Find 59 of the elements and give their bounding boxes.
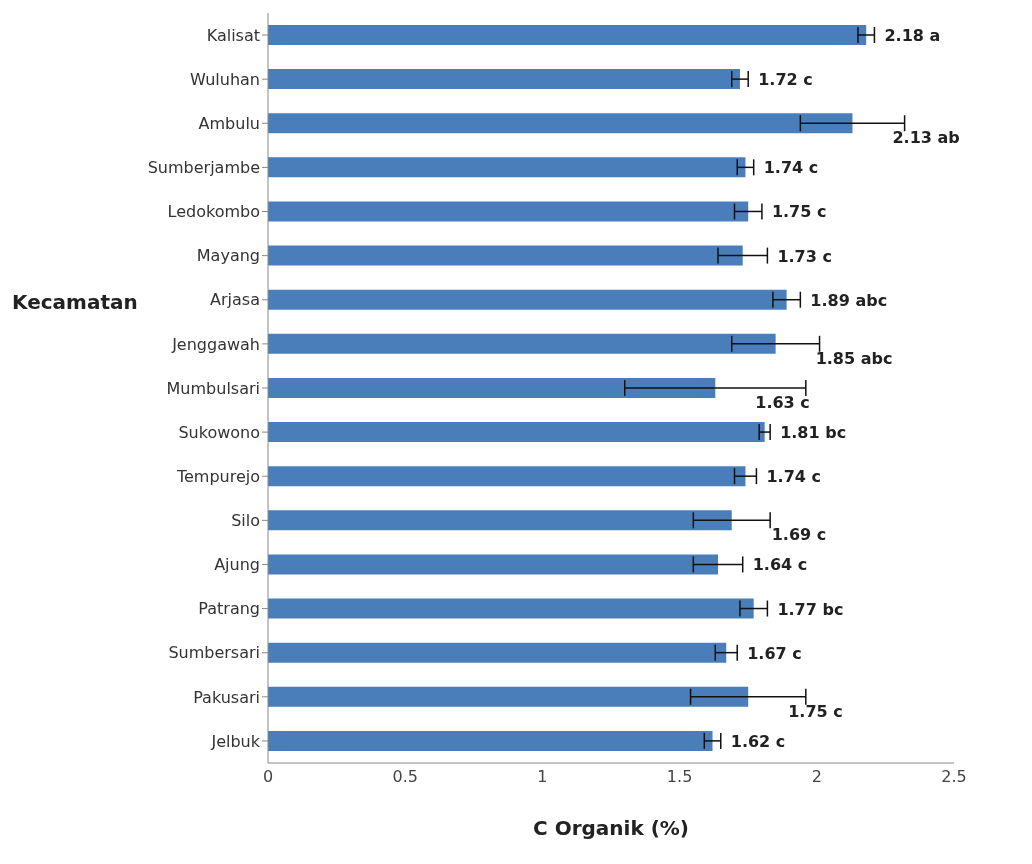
data-label: 1.73 c [777,246,832,266]
bar [268,422,765,443]
x-tick-label: 1 [537,767,548,787]
bar [268,157,746,178]
bar [268,466,746,487]
data-label: 1.75 c [788,701,843,721]
x-tick-label: 2.5 [941,767,967,787]
data-label: 1.63 c [755,392,810,412]
x-tick-label: 1.5 [666,767,693,787]
data-label: 1.85 abc [815,348,893,368]
data-label: 1.81 bc [780,423,847,443]
y-tick-label: Arjasa [210,290,260,310]
data-label: 1.75 c [771,202,827,222]
y-tick-label: Sumberjambe [147,158,260,178]
data-label: 2.18 a [884,26,941,45]
y-tick-label: Patrang [198,599,260,619]
data-label: 1.67 c [747,643,802,663]
bar [268,510,732,531]
y-axis-title: Kecamatan [12,290,138,314]
y-tick-label: Jelbuk [210,731,261,751]
y-tick-label: Pakusari [193,687,260,707]
data-label: 1.74 c [766,467,821,487]
bar [268,730,713,751]
bar [268,333,776,354]
bar [268,598,754,619]
y-tick-label: Jenggawah [171,334,260,354]
y-tick-label: Mayang [196,246,260,266]
bar [268,377,716,398]
y-tick-label: Kalisat [206,25,260,45]
y-tick-label: Ajung [214,555,260,575]
data-label: 1.69 c [771,525,827,545]
bar [268,245,743,266]
y-tick-label: Sukowono [178,422,260,442]
x-tick-label: 0.5 [392,767,418,787]
bar [268,554,719,575]
bar [268,201,749,222]
data-label: 1.89 abc [810,290,888,310]
y-tick-label: Mumbulsari [166,378,260,398]
y-tick-label: Ambulu [198,113,260,133]
data-label: 1.74 c [763,158,819,178]
y-tick-label: Sumbersari [168,643,260,663]
data-label: 2.13 ab [892,128,960,148]
bar [268,642,727,663]
bar [268,289,787,310]
data-label: 1.62 c [730,731,786,751]
data-label: 1.72 c [758,70,813,90]
y-tick-label: Ledokombo [167,202,260,222]
bar [268,25,867,45]
y-tick-label: Silo [231,511,260,531]
x-tick-label: 0 [262,767,274,787]
data-label: 1.77 bc [777,599,844,619]
data-label: 1.64 c [752,555,808,575]
x-tick-label: 2 [811,767,822,787]
x-axis-title: C Organik (%) [532,816,690,840]
y-tick-label: Tempurejo [175,466,260,486]
y-tick-label: Wuluhan [189,69,260,89]
bar [268,113,853,134]
bar [268,686,749,707]
bar [268,69,740,90]
